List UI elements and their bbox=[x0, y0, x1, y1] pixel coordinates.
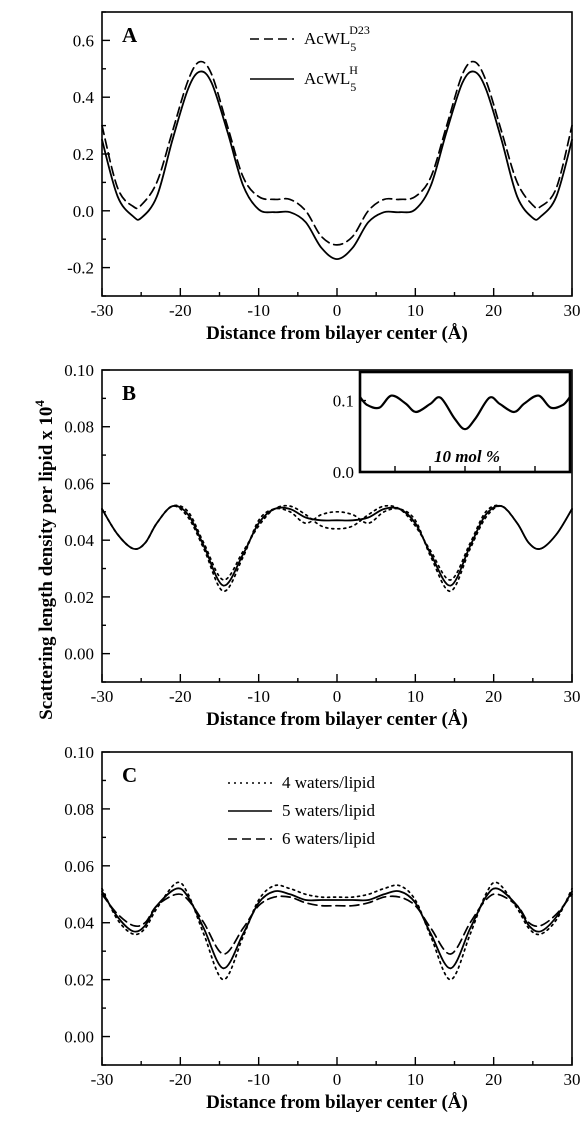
series-line-2 bbox=[101, 887, 573, 970]
inset-y-tick-label: 0.1 bbox=[333, 392, 354, 411]
legend-label: 4 waters/lipid bbox=[282, 773, 376, 792]
x-tick-label: -10 bbox=[247, 1070, 270, 1089]
panel-c: -30 -20 -10 0 10 20 30 Distance from bilayer ce… bbox=[64, 743, 580, 1113]
x-tick-label: 0 bbox=[333, 687, 342, 706]
x-tick-label: -20 bbox=[169, 301, 192, 320]
x-tick-label: -30 bbox=[91, 301, 114, 320]
inset-label: 10 mol % bbox=[434, 447, 500, 466]
legend: AcWL5D23 AcWL5H bbox=[250, 23, 370, 94]
y-tick-label: 0.02 bbox=[64, 971, 94, 990]
y-tick-label: -0.2 bbox=[67, 259, 94, 278]
y-tick-label: 0.10 bbox=[64, 743, 94, 762]
panel-a: -30 -20 -10 0 10 20 30 Distance from bilayer ce… bbox=[67, 11, 581, 344]
x-tick-label: -20 bbox=[169, 687, 192, 706]
x-tick-label: 30 bbox=[564, 301, 581, 320]
x-tick-label: -20 bbox=[169, 1070, 192, 1089]
panel-letter: B bbox=[122, 381, 136, 405]
y-tick-label: 0.2 bbox=[73, 145, 94, 164]
x-tick-label: 10 bbox=[407, 1070, 424, 1089]
y-tick-label: 0.06 bbox=[64, 857, 94, 876]
x-tick-label: 20 bbox=[485, 1070, 502, 1089]
y-tick-label: 0.04 bbox=[64, 531, 94, 550]
x-tick-label: 10 bbox=[407, 687, 424, 706]
series-line-2 bbox=[101, 505, 573, 593]
inset-series-line bbox=[359, 394, 571, 431]
y-tick-label: 0.4 bbox=[73, 88, 95, 107]
x-tick-label: 20 bbox=[485, 687, 502, 706]
x-tick-label: 0 bbox=[333, 301, 342, 320]
y-axis-label-exponent: 4 bbox=[32, 400, 47, 407]
y-tick-label: 0.02 bbox=[64, 588, 94, 607]
x-tick-label: 20 bbox=[485, 301, 502, 320]
inset-y-tick-label: 0.0 bbox=[333, 463, 354, 482]
x-tick-label: -10 bbox=[247, 687, 270, 706]
panel-letter: C bbox=[122, 763, 137, 787]
panel-b: -30 -20 -10 0 10 20 30 Distance from bilayer ce… bbox=[64, 361, 580, 730]
y-tick-label: 0.10 bbox=[64, 361, 94, 380]
legend-label: AcWL5H bbox=[304, 63, 358, 94]
panel-letter: A bbox=[122, 23, 138, 47]
x-tick-label: -30 bbox=[91, 1070, 114, 1089]
series-line-1 bbox=[101, 881, 573, 981]
x-axis-label: Distance from bilayer center (Å) bbox=[206, 709, 468, 730]
x-tick-label: 10 bbox=[407, 301, 424, 320]
y-tick-label: 0.06 bbox=[64, 474, 94, 493]
y-tick-label: 0.04 bbox=[64, 914, 94, 933]
x-tick-label: -30 bbox=[91, 687, 114, 706]
legend: 4 waters/lipid 5 waters/lipid 6 waters/lip… bbox=[228, 773, 376, 848]
legend-label: AcWL5D23 bbox=[304, 23, 370, 54]
x-axis-label: Distance from bilayer center (Å) bbox=[206, 323, 468, 344]
x-tick-label: 30 bbox=[564, 687, 581, 706]
series-line-1 bbox=[101, 504, 573, 587]
x-tick-label: 0 bbox=[333, 1070, 342, 1089]
y-tick-label: 0.00 bbox=[64, 1028, 94, 1047]
series-line-3 bbox=[101, 893, 573, 955]
series-line-1 bbox=[101, 60, 573, 246]
series-line-2 bbox=[101, 70, 573, 261]
y-tick-label: 0.08 bbox=[64, 800, 94, 819]
legend-label: 5 waters/lipid bbox=[282, 801, 376, 820]
inset-frame bbox=[358, 370, 572, 474]
legend-label: 6 waters/lipid bbox=[282, 829, 376, 848]
y-tick-label: 0.00 bbox=[64, 645, 94, 664]
y-axis-label-main: Scattering length density per lipid x 10 bbox=[36, 407, 57, 720]
y-tick-label: 0.08 bbox=[64, 418, 94, 437]
inset-plot: 0.0 0.1 10 mol % bbox=[333, 370, 572, 482]
series-line-3 bbox=[101, 504, 573, 581]
plot-frame bbox=[101, 11, 573, 297]
plot-frame bbox=[101, 751, 573, 1066]
x-tick-label: 30 bbox=[564, 1070, 581, 1089]
shared-y-axis-label: Scattering length density per lipid x 10… bbox=[32, 400, 57, 720]
x-tick-label: -10 bbox=[247, 301, 270, 320]
y-tick-label: 0.6 bbox=[73, 31, 94, 50]
x-axis-label: Distance from bilayer center (Å) bbox=[206, 1092, 468, 1113]
y-tick-label: 0.0 bbox=[73, 202, 94, 221]
